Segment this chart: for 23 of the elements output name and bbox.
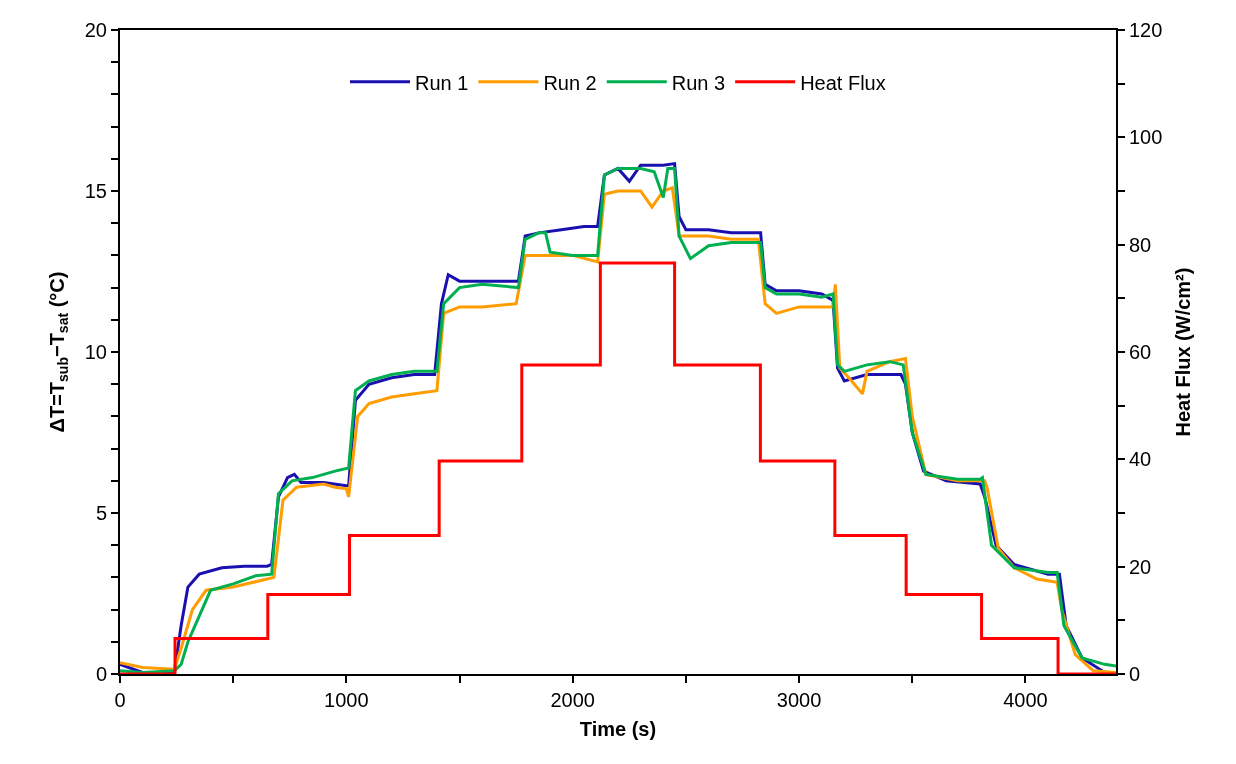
y2-tick-label: 80 [1129,233,1152,256]
x-tick-label: 3000 [776,689,822,711]
x-axis-title: Time (s) [579,718,657,740]
y2-axis-title: Heat Flux (W/cm²) [1172,267,1195,437]
y-tick-label: 20 [84,19,107,41]
legend-label: Heat Flux [800,71,886,94]
y-tick-label: 10 [84,341,107,363]
y2-tick-label: 0 [1129,663,1141,685]
y2-tick-label: 120 [1129,19,1163,41]
x-tick-label: 0 [114,689,126,711]
legend-label: Run 2 [543,71,597,94]
y2-tick-label: 20 [1129,555,1152,578]
x-tick-label: 4000 [1003,689,1048,711]
legend-label: Run 1 [415,71,469,94]
y2-tick-label: 100 [1129,126,1163,149]
y-tick-label: 15 [84,180,107,202]
x-tick-label: 1000 [324,689,369,711]
legend-label: Run 3 [671,71,726,94]
y-tick-label: 5 [95,502,107,524]
y2-tick-label: 40 [1129,448,1152,471]
y2-tick-label: 60 [1129,341,1152,363]
x-tick-label: 2000 [550,689,595,711]
y-tick-label: 0 [95,663,107,685]
